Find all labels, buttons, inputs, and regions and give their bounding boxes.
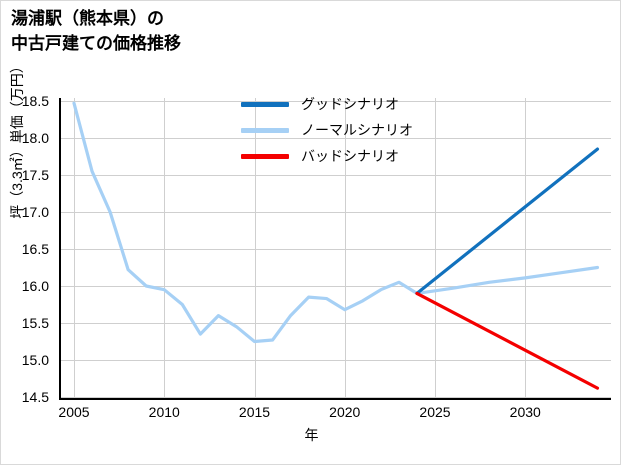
plot-area [59, 98, 611, 400]
x-tick-label: 2025 [419, 404, 451, 420]
gridline-horizontal [59, 286, 611, 287]
gridline-horizontal [59, 138, 611, 139]
axis-frame [59, 98, 611, 400]
gridline-horizontal [59, 360, 611, 361]
x-tick-label: 2010 [148, 404, 180, 420]
legend-item-label: バッドシナリオ [301, 148, 399, 164]
gridline-horizontal [59, 323, 611, 324]
legend-color-swatch [241, 127, 289, 133]
gridline-vertical [525, 98, 527, 400]
gridline-vertical [74, 98, 75, 400]
legend-item[interactable]: ノーマルシナリオ [241, 117, 441, 143]
gridline-vertical [254, 98, 256, 400]
x-tick-label: 2015 [238, 404, 271, 420]
gridline-horizontal [59, 175, 611, 176]
legend: グッドシナリオ ノーマルシナリオ バッドシナリオ [241, 91, 441, 169]
gridline-vertical [164, 98, 166, 400]
x-axis-title: 年 [304, 427, 319, 443]
series-line-forecast [415, 291, 600, 390]
gridline-horizontal [59, 249, 611, 250]
series-line-history [72, 101, 600, 344]
x-tick-label: 2005 [58, 404, 90, 420]
gridline-horizontal [59, 212, 611, 213]
legend-color-swatch [241, 153, 289, 159]
gridline-vertical [435, 98, 436, 400]
gridline-horizontal [59, 397, 611, 398]
x-tick-label: 2030 [509, 404, 541, 420]
series-line-forecast [415, 147, 600, 295]
legend-item-label: グッドシナリオ [301, 96, 399, 112]
chart-title: 湯浦駅（熊本県）の 中古戸建ての価格推移 [11, 9, 181, 53]
gridline-vertical [344, 98, 346, 400]
x-tick-label: 2020 [329, 404, 361, 420]
legend-item-label: ノーマルシナリオ [301, 122, 413, 138]
gridline-horizontal [59, 101, 611, 102]
legend-color-swatch [241, 101, 289, 107]
legend-item[interactable]: グッドシナリオ [241, 91, 441, 117]
legend-item[interactable]: バッドシナリオ [241, 143, 441, 169]
